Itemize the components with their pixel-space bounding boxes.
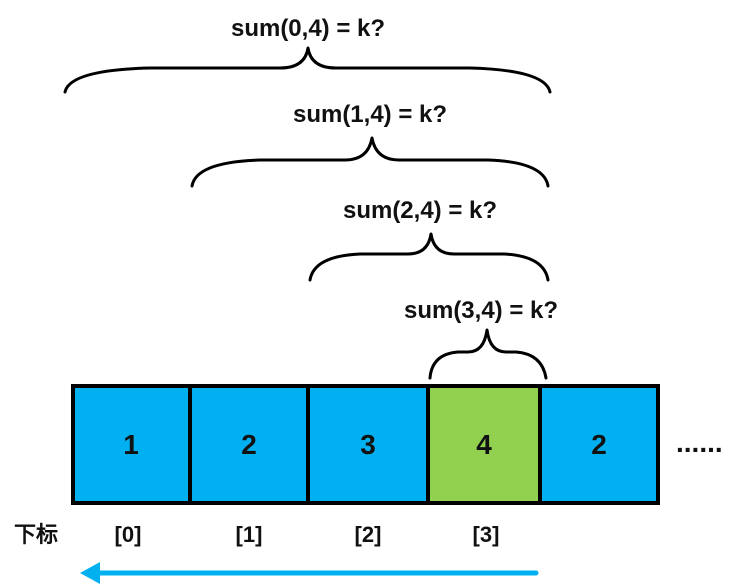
cell-value-0: 1 xyxy=(123,429,139,460)
brace-group-1: sum(1,4) = k? xyxy=(190,101,550,188)
arrow-head-icon xyxy=(80,562,100,584)
cell-value-1: 2 xyxy=(241,429,257,460)
array-cell-0: 1 xyxy=(71,384,192,505)
brace-1 xyxy=(190,136,550,188)
sum-label-2: sum(2,4) = k? xyxy=(343,197,497,224)
sum-label-3: sum(3,4) = k? xyxy=(404,297,558,324)
ellipsis: ...... xyxy=(676,427,723,458)
cell-box-2 xyxy=(306,384,430,505)
array-row: 1 2 3 4 2 xyxy=(71,384,660,505)
index-label-0: [0] xyxy=(115,522,142,547)
brace-group-2: sum(2,4) = k? xyxy=(308,197,550,282)
array-cell-4: 2 xyxy=(538,384,660,505)
cell-box-4 xyxy=(538,384,660,505)
array-cell-3: 4 xyxy=(426,384,542,505)
sum-label-0: sum(0,4) = k? xyxy=(231,15,385,42)
array-cell-2: 3 xyxy=(306,384,430,505)
brace-2 xyxy=(308,232,550,282)
cell-value-2: 3 xyxy=(360,429,376,460)
cell-box-1 xyxy=(188,384,310,505)
cell-value-4: 2 xyxy=(591,429,607,460)
index-label-3: [3] xyxy=(473,522,500,547)
brace-group-3: sum(3,4) = k? xyxy=(404,297,558,380)
sum-label-1: sum(1,4) = k? xyxy=(293,101,447,128)
brace-3 xyxy=(428,328,548,380)
index-label-2: [2] xyxy=(355,522,382,547)
brace-group-0: sum(0,4) = k? xyxy=(63,15,552,94)
cell-box-0 xyxy=(71,384,192,505)
array-cell-1: 2 xyxy=(188,384,310,505)
direction-arrow xyxy=(80,562,539,584)
cell-value-3: 4 xyxy=(476,429,492,460)
index-row-label: 下标 xyxy=(14,522,58,547)
index-label-1: [1] xyxy=(236,522,263,547)
brace-0 xyxy=(63,46,552,94)
